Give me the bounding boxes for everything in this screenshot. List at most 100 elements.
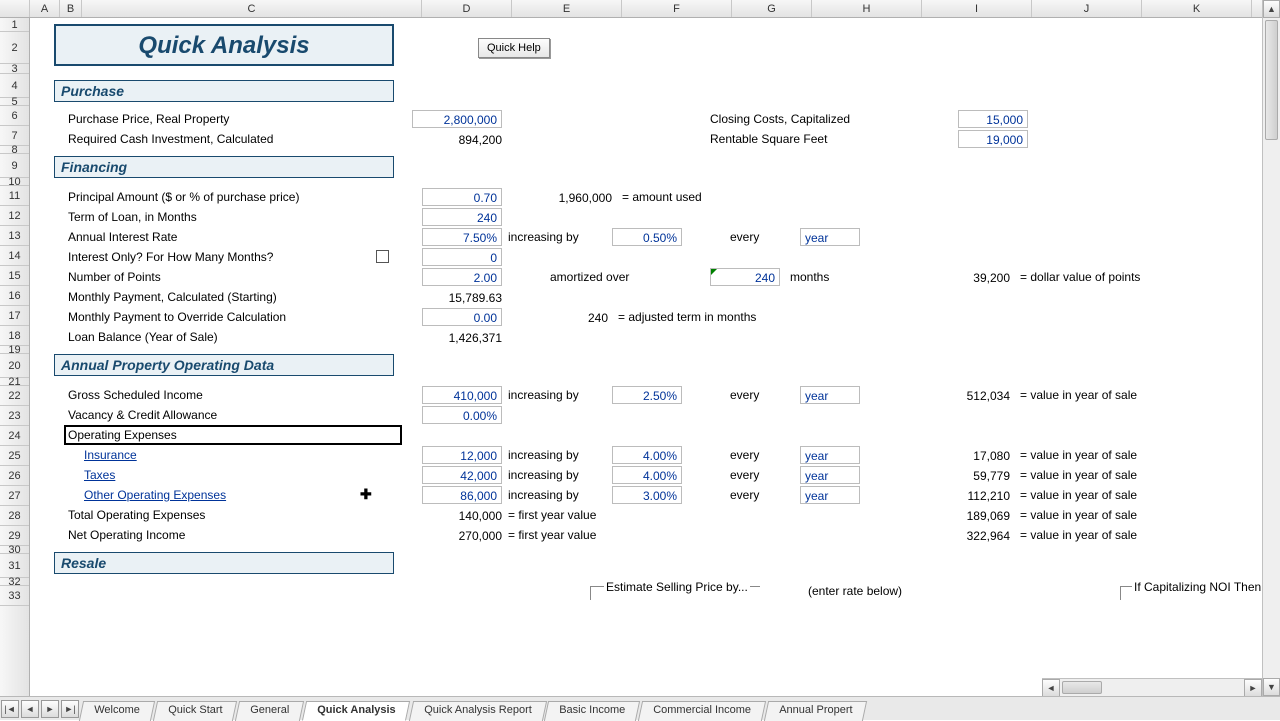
other-period-input[interactable]: year [800,486,860,504]
column-header-G[interactable]: G [732,0,812,17]
row-header-11[interactable]: 11 [0,186,29,206]
row-header-6[interactable]: 6 [0,106,29,126]
row-header-4[interactable]: 4 [0,74,29,98]
tab-welcome[interactable]: Welcome [79,701,155,721]
row-header-8[interactable]: 8 [0,146,29,154]
row-header-23[interactable]: 23 [0,406,29,426]
scroll-right-icon[interactable]: ► [1244,679,1262,697]
rentable-sqft-label: Rentable Square Feet [710,132,827,146]
row-header-24[interactable]: 24 [0,426,29,446]
row-header-20[interactable]: 20 [0,354,29,378]
row-header-3[interactable]: 3 [0,64,29,74]
column-header-D[interactable]: D [422,0,512,17]
gsi-input[interactable]: 410,000 [422,386,502,404]
row-header-17[interactable]: 17 [0,306,29,326]
column-header-A[interactable]: A [30,0,60,17]
closing-costs-input[interactable]: 15,000 [958,110,1028,128]
column-header-E[interactable]: E [512,0,622,17]
tab-quick-start[interactable]: Quick Start [153,701,238,721]
scroll-down-icon[interactable]: ▼ [1263,678,1280,696]
interest-only-months-input[interactable]: 0 [422,248,502,266]
insurance-input[interactable]: 12,000 [422,446,502,464]
tab-first-icon[interactable]: |◄ [1,700,19,718]
row-header-21[interactable]: 21 [0,378,29,386]
gsi-by-input[interactable]: 2.50% [612,386,682,404]
row-header-2[interactable]: 2 [0,32,29,64]
rentable-sqft-input[interactable]: 19,000 [958,130,1028,148]
row-header-5[interactable]: 5 [0,98,29,106]
other-opex-input[interactable]: 86,000 [422,486,502,504]
column-header-K[interactable]: K [1142,0,1252,17]
opex-label: Operating Expenses [68,428,177,442]
tab-commercial-income[interactable]: Commercial Income [638,701,766,721]
row-header-9[interactable]: 9 [0,154,29,178]
row-header-12[interactable]: 12 [0,206,29,226]
row-header-10[interactable]: 10 [0,178,29,186]
taxes-by-input[interactable]: 4.00% [612,466,682,484]
purchase-price-input[interactable]: 2,800,000 [412,110,502,128]
section-apod: Annual Property Operating Data [54,354,394,376]
principal-input[interactable]: 0.70 [422,188,502,206]
other-by-input[interactable]: 3.00% [612,486,682,504]
row-header-19[interactable]: 19 [0,346,29,354]
column-header-B[interactable]: B [60,0,82,17]
insurance-calc: 17,080 [940,447,1010,465]
row-header-30[interactable]: 30 [0,546,29,554]
tab-next-icon[interactable]: ► [41,700,59,718]
section-resale: Resale [54,552,394,574]
insurance-period-input[interactable]: year [800,446,860,464]
row-header-28[interactable]: 28 [0,506,29,526]
hscroll-thumb[interactable] [1062,681,1102,694]
tab-quick-analysis[interactable]: Quick Analysis [302,701,411,721]
row-header-27[interactable]: 27 [0,486,29,506]
insurance-by-input[interactable]: 4.00% [612,446,682,464]
column-header-J[interactable]: J [1032,0,1142,17]
amortized-months-input[interactable]: 240 [710,268,780,286]
row-header-16[interactable]: 16 [0,286,29,306]
gsi-period-input[interactable]: year [800,386,860,404]
tab-quick-analysis-report[interactable]: Quick Analysis Report [409,701,547,721]
row-header-32[interactable]: 32 [0,578,29,586]
taxes-link[interactable]: Taxes [84,468,115,482]
tab-annual-propert[interactable]: Annual Propert [764,701,868,721]
scroll-up-icon[interactable]: ▲ [1263,0,1280,18]
insurance-link[interactable]: Insurance [84,448,137,462]
override-payment-input[interactable]: 0.00 [422,308,502,326]
rate-input[interactable]: 7.50% [422,228,502,246]
taxes-period-input[interactable]: year [800,466,860,484]
column-header-F[interactable]: F [622,0,732,17]
other-opex-link[interactable]: Other Operating Expenses [84,488,226,502]
row-header-31[interactable]: 31 [0,554,29,578]
quick-help-button[interactable]: Quick Help [478,38,550,58]
row-header-25[interactable]: 25 [0,446,29,466]
interest-only-checkbox[interactable] [376,250,389,263]
taxes-input[interactable]: 42,000 [422,466,502,484]
vacancy-input[interactable]: 0.00% [422,406,502,424]
tab-basic-income[interactable]: Basic Income [544,701,640,721]
vertical-scrollbar[interactable]: ▲ ▼ [1262,0,1280,696]
tab-prev-icon[interactable]: ◄ [21,700,39,718]
tab-last-icon[interactable]: ►| [61,700,79,718]
row-header-33[interactable]: 33 [0,586,29,606]
rate-by-input[interactable]: 0.50% [612,228,682,246]
row-header-14[interactable]: 14 [0,246,29,266]
row-header-13[interactable]: 13 [0,226,29,246]
rate-period-input[interactable]: year [800,228,860,246]
scroll-left-icon[interactable]: ◄ [1042,679,1060,697]
row-header-26[interactable]: 26 [0,466,29,486]
points-input[interactable]: 2.00 [422,268,502,286]
scroll-thumb[interactable] [1265,20,1278,140]
term-input[interactable]: 240 [422,208,502,226]
column-header-C[interactable]: C [82,0,422,17]
column-header-H[interactable]: H [812,0,922,17]
worksheet[interactable]: Quick Analysis Quick Help Purchase Purch… [30,18,1262,696]
points-dollar-calc: 39,200 [940,269,1010,287]
column-header-I[interactable]: I [922,0,1032,17]
interest-only-label: Interest Only? For How Many Months? [68,250,273,264]
row-header-1[interactable]: 1 [0,18,29,32]
tab-general[interactable]: General [235,701,304,721]
row-header-15[interactable]: 15 [0,266,29,286]
column-headers: ABCDEFGHIJK [0,0,1280,18]
row-header-22[interactable]: 22 [0,386,29,406]
horizontal-scrollbar[interactable]: ◄ ► [1042,678,1262,696]
